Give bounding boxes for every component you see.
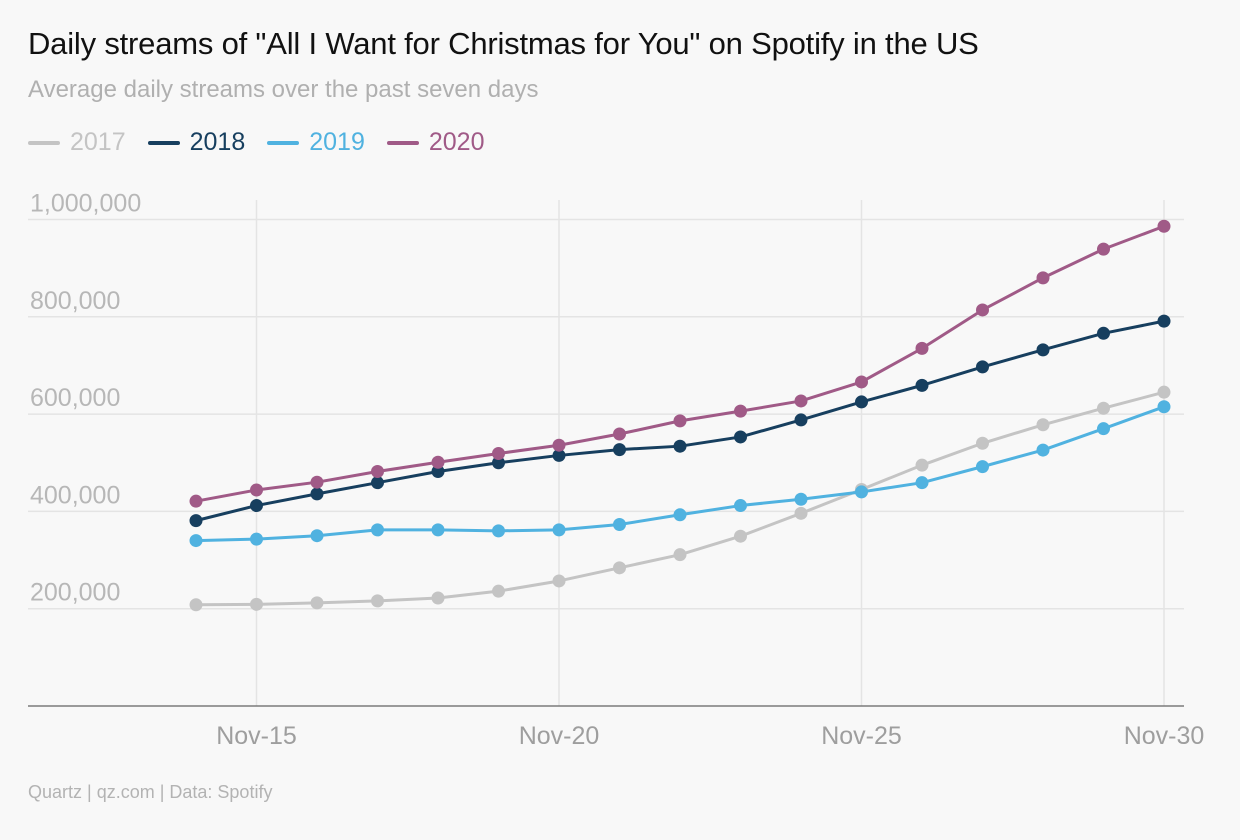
data-point-2018: [189, 514, 203, 528]
data-point-2018: [371, 476, 384, 490]
x-tick-label: Nov-20: [519, 722, 600, 750]
legend-label-2018: 2018: [189, 128, 246, 156]
data-point-2019: [189, 534, 203, 548]
data-point-2020: [794, 394, 808, 408]
data-point-2018: [552, 448, 566, 462]
data-point-2017: [734, 529, 747, 543]
legend-label-2017: 2017: [70, 128, 126, 156]
data-point-2018: [673, 439, 687, 453]
data-point-2017: [189, 598, 203, 612]
data-point-2018: [1097, 326, 1110, 340]
data-point-2020: [250, 483, 263, 497]
data-point-2017: [431, 591, 445, 605]
data-point-2019: [734, 499, 747, 513]
data-point-2019: [371, 523, 384, 537]
legend-swatch-2019: [267, 140, 300, 145]
data-point-2019: [431, 523, 445, 537]
y-tick-label: 200,000: [30, 579, 120, 607]
data-point-2020: [613, 427, 626, 441]
legend-label-2020: 2020: [428, 128, 485, 156]
y-tick-label: 800,000: [30, 287, 120, 315]
legend-item-2020: 2020: [386, 128, 485, 157]
x-tick-label: Nov-25: [821, 722, 902, 750]
legend-swatch-2020: [386, 140, 419, 145]
data-point-2019: [552, 523, 566, 537]
data-point-2020: [189, 494, 203, 508]
data-point-2020: [552, 438, 566, 452]
data-point-2018: [431, 464, 445, 478]
legend-item-2019: 2019: [267, 128, 365, 157]
data-point-2020: [734, 404, 747, 418]
data-point-2017: [976, 436, 989, 450]
x-tick-label: Nov-30: [1124, 722, 1205, 750]
data-point-2018: [613, 443, 626, 457]
chart-legend: 2017 2018 2019 2020: [28, 128, 485, 157]
data-point-2017: [1157, 385, 1171, 399]
chart-title: Daily streams of "All I Want for Christm…: [28, 26, 979, 61]
data-point-2019: [613, 518, 626, 532]
data-point-2019: [976, 460, 989, 474]
data-point-2018: [915, 378, 929, 392]
data-point-2017: [915, 458, 929, 472]
y-tick-label: 400,000: [30, 481, 120, 509]
legend-item-2018: 2018: [147, 128, 246, 157]
data-point-2019: [1157, 400, 1171, 414]
data-point-2017: [1036, 418, 1050, 432]
series-line-2020: [195, 224, 1165, 503]
y-tick-label: 1,000,000: [30, 189, 141, 217]
data-point-2019: [794, 492, 808, 506]
data-point-2018: [1157, 314, 1171, 328]
data-point-2019: [855, 485, 868, 499]
data-point-2017: [673, 548, 687, 562]
data-point-2020: [855, 375, 868, 389]
data-point-2019: [915, 476, 929, 490]
data-point-2017: [250, 597, 263, 611]
data-point-2019: [1097, 422, 1110, 436]
chart-subtitle: Average daily streams over the past seve…: [28, 76, 539, 103]
data-point-2018: [492, 456, 505, 470]
data-point-2017: [310, 596, 324, 610]
data-point-2019: [673, 508, 687, 522]
data-point-2020: [371, 464, 384, 478]
data-point-2018: [855, 395, 868, 409]
data-point-2018: [1036, 343, 1050, 357]
data-point-2020: [492, 446, 505, 460]
data-point-2020: [1036, 271, 1050, 285]
data-point-2020: [976, 303, 989, 317]
data-point-2019: [310, 529, 324, 543]
data-point-2018: [794, 413, 808, 427]
legend-label-2019: 2019: [309, 128, 365, 156]
data-point-2018: [250, 499, 263, 513]
data-point-2019: [1036, 443, 1050, 457]
data-point-2020: [915, 341, 929, 355]
data-point-2020: [431, 455, 445, 469]
data-point-2018: [976, 360, 989, 374]
data-point-2018: [310, 487, 324, 501]
data-point-2017: [794, 506, 808, 520]
data-point-2020: [1097, 242, 1110, 256]
data-point-2017: [613, 561, 626, 575]
y-tick-label: 600,000: [30, 384, 120, 412]
source-footer: Quartz | qz.com | Data: Spotify: [28, 782, 273, 802]
legend-swatch-2017: [28, 140, 60, 145]
data-point-2017: [1097, 401, 1110, 415]
data-point-2018: [734, 430, 747, 444]
data-point-2020: [310, 475, 324, 489]
legend-swatch-2018: [147, 140, 180, 145]
legend-item-2017: 2017: [28, 128, 126, 157]
data-point-2020: [673, 414, 687, 428]
data-point-2020: [1157, 219, 1171, 233]
x-tick-label: Nov-15: [216, 722, 297, 750]
data-point-2017: [371, 594, 384, 608]
data-point-2017: [552, 574, 566, 588]
data-point-2019: [250, 532, 263, 546]
data-point-2019: [492, 524, 505, 538]
data-point-2017: [492, 584, 505, 598]
